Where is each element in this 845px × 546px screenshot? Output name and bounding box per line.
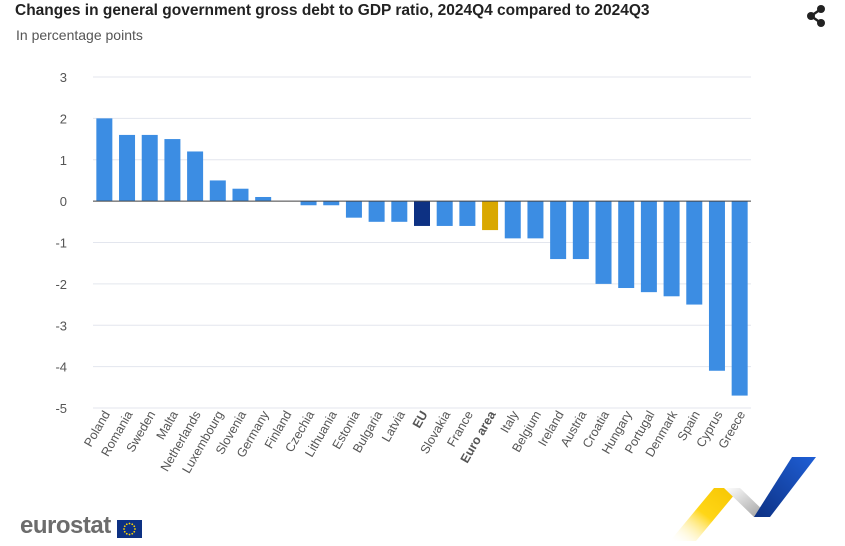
y-tick-label: -2 <box>55 277 67 292</box>
bar-france[interactable] <box>459 201 476 226</box>
bar-luxembourg[interactable] <box>209 180 226 202</box>
bar-germany[interactable] <box>255 196 272 202</box>
bar-denmark[interactable] <box>663 201 680 297</box>
x-tick-label: EU <box>410 409 431 431</box>
bar-austria[interactable] <box>572 201 589 260</box>
bar-bulgaria[interactable] <box>368 201 385 222</box>
bars <box>96 118 748 396</box>
bar-hungary[interactable] <box>618 201 635 289</box>
y-tick-label: -4 <box>55 360 67 375</box>
x-axis-labels: PolandRomaniaSwedenMaltaNetherlandsLuxem… <box>81 408 748 476</box>
bar-latvia[interactable] <box>391 201 408 222</box>
eu-flag-icon <box>117 520 142 538</box>
chart-subtitle: In percentage points <box>16 27 143 43</box>
y-tick-label: -5 <box>55 401 67 416</box>
bar-euro-area[interactable] <box>482 201 499 231</box>
bar-greece[interactable] <box>731 201 748 396</box>
y-tick-label: 1 <box>60 153 67 168</box>
eurostat-chevron-decoration <box>668 455 818 541</box>
y-tick-label: 0 <box>60 194 67 209</box>
y-axis: 3 2 1 0 -1 -2 -3 -4 -5 <box>55 70 67 416</box>
bar-czechia[interactable] <box>300 201 317 206</box>
bar-portugal[interactable] <box>640 201 657 293</box>
bar-lithuania[interactable] <box>323 201 340 206</box>
bar-slovakia[interactable] <box>436 201 453 226</box>
chart-title: Changes in general government gross debt… <box>15 2 650 19</box>
bar-estonia[interactable] <box>345 201 362 218</box>
y-tick-label: 3 <box>60 70 67 85</box>
y-tick-label: -3 <box>55 318 67 333</box>
y-tick-label: -1 <box>55 236 67 251</box>
bar-netherlands[interactable] <box>187 151 204 202</box>
bar-malta[interactable] <box>164 139 181 202</box>
bar-italy[interactable] <box>504 201 521 239</box>
bar-romania[interactable] <box>119 134 136 202</box>
bar-belgium[interactable] <box>527 201 544 239</box>
bar-poland[interactable] <box>96 118 113 202</box>
bar-slovenia[interactable] <box>232 188 249 202</box>
bar-sweden[interactable] <box>141 134 158 202</box>
bar-eu[interactable] <box>414 201 430 226</box>
eurostat-logo: eurostat <box>20 512 111 539</box>
bar-spain[interactable] <box>686 201 703 305</box>
x-tick-label: Latvia <box>379 408 408 444</box>
share-icon[interactable] <box>803 4 829 28</box>
y-tick-label: 2 <box>60 111 67 126</box>
bar-ireland[interactable] <box>550 201 567 260</box>
bar-cyprus[interactable] <box>708 201 725 371</box>
bar-croatia[interactable] <box>595 201 612 284</box>
